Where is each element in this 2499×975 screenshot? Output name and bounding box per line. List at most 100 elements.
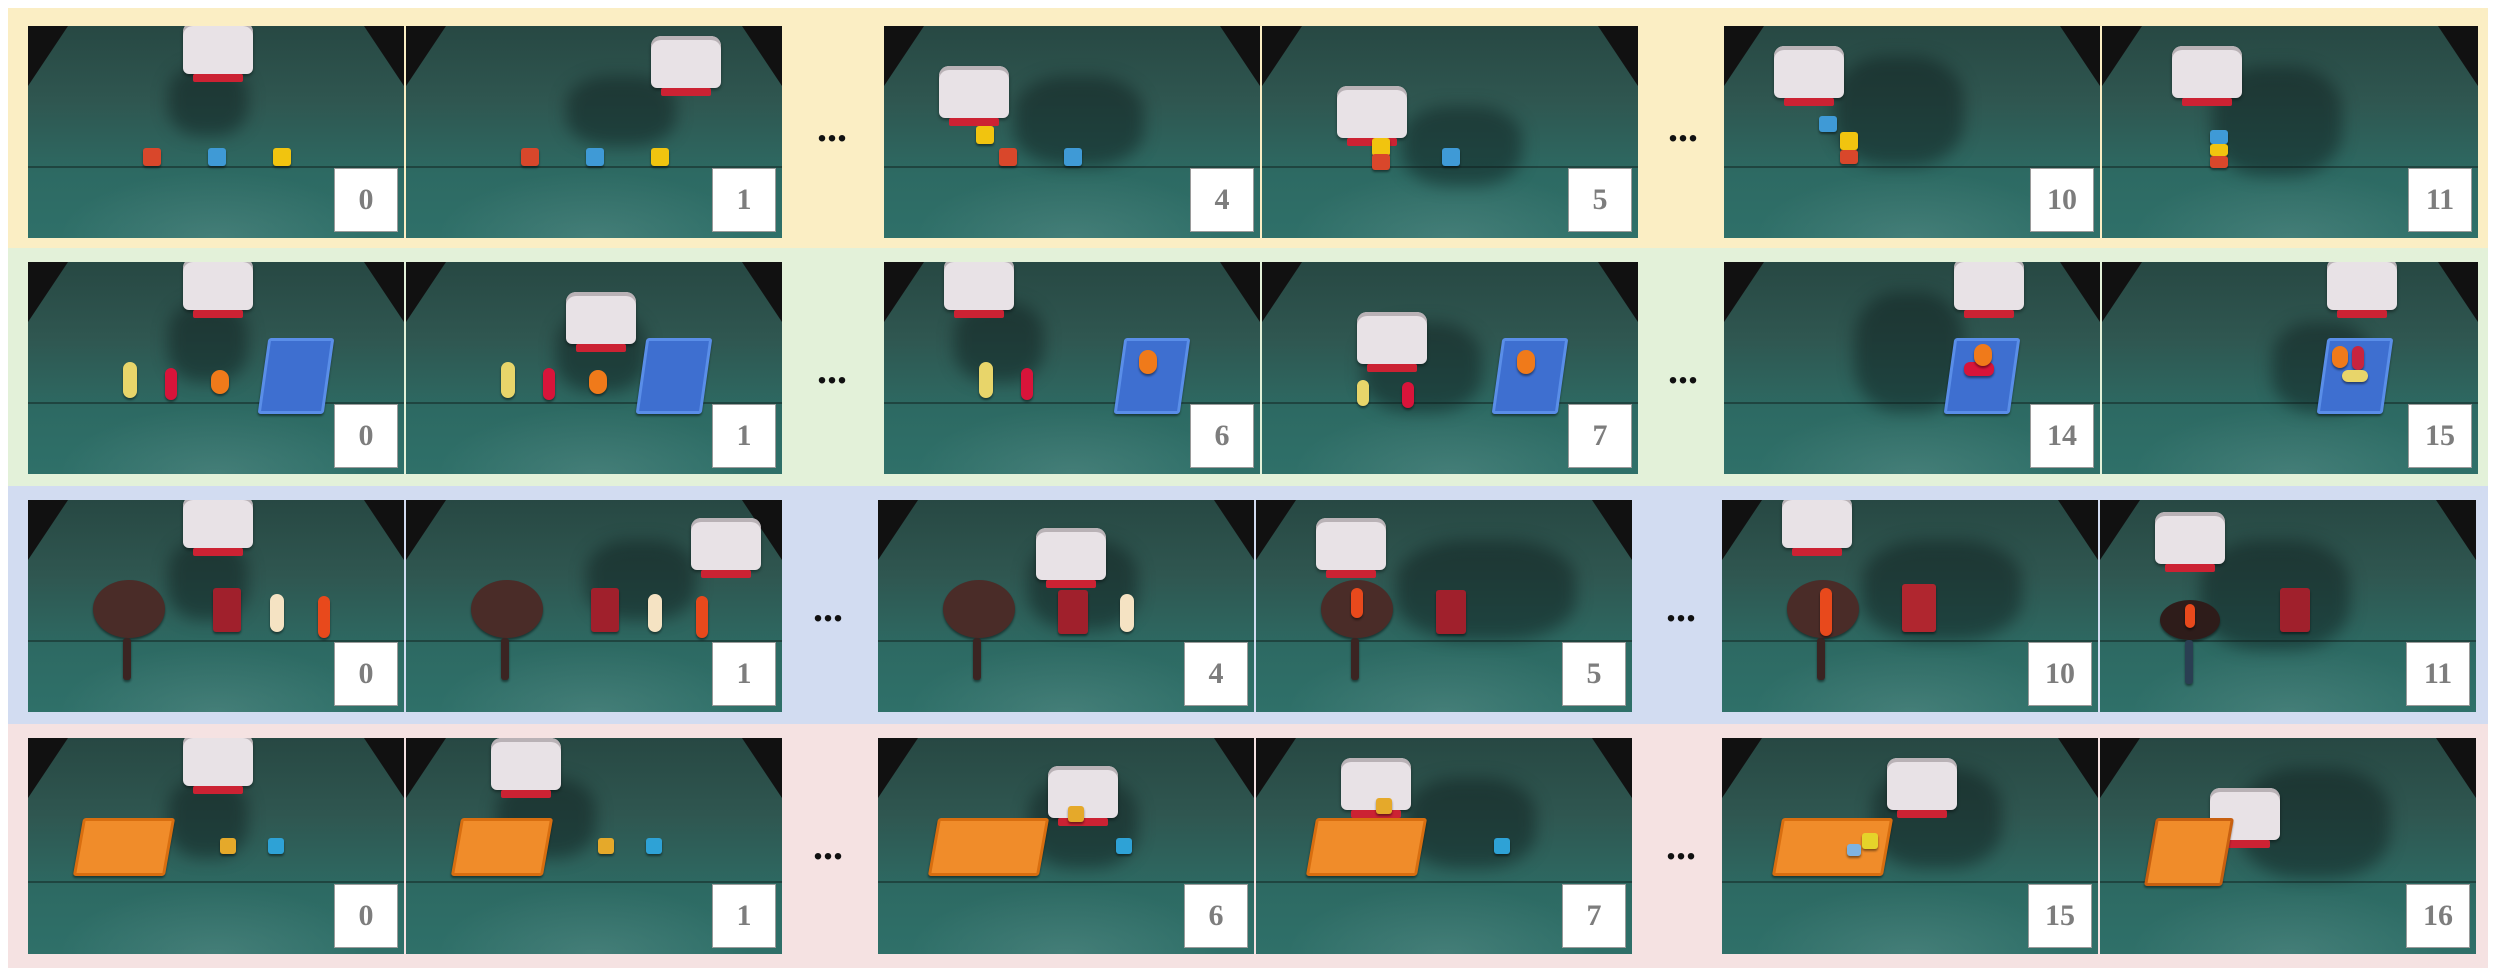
red-tray — [591, 588, 619, 632]
robot-arm-icon — [1048, 766, 1118, 826]
blue-basket — [1113, 338, 1191, 414]
orange-fruit — [1517, 350, 1535, 374]
robot-arm-icon — [2327, 262, 2397, 318]
yellow-cube — [651, 148, 669, 166]
row-1-frame-2: 4 — [884, 26, 1260, 238]
red-tray — [1436, 590, 1466, 634]
red-pepper — [1021, 368, 1033, 400]
pan-handle — [1351, 638, 1359, 680]
robot-arm-icon — [1357, 312, 1427, 372]
ellipsis: ... — [813, 823, 843, 868]
robot-arm-icon — [651, 36, 721, 96]
frame-index-label: 11 — [2406, 642, 2470, 706]
frying-pan — [943, 580, 1015, 638]
robot-arm-icon — [491, 738, 561, 798]
red-cube — [143, 148, 161, 166]
frame-index-label: 6 — [1184, 884, 1248, 948]
ellipsis: ... — [1666, 585, 1696, 630]
frame-index-label: 14 — [2030, 404, 2094, 468]
red-pepper — [165, 368, 177, 400]
blue-cube — [1819, 116, 1837, 132]
row-2-frame-0: 0 — [28, 262, 404, 474]
frame-index-label: 7 — [1568, 404, 1632, 468]
robot-arm-icon — [1887, 758, 1957, 818]
blue-basket — [635, 338, 713, 414]
row-3-frame-3: 5 — [1256, 500, 1632, 712]
yellow-cube — [1840, 132, 1858, 150]
row-4-frame-1: 1 — [406, 738, 782, 954]
red-pepper — [1964, 362, 1994, 376]
blue-cube — [208, 148, 226, 166]
red-cube — [999, 148, 1017, 166]
white-fruit — [1120, 594, 1134, 632]
orange-box — [450, 818, 554, 876]
blue-cube — [268, 838, 284, 854]
pan-handle — [501, 638, 509, 680]
row-3-frame-2: 4 — [878, 500, 1254, 712]
row-2-frame-4: 14 — [1724, 262, 2100, 474]
ellipsis: ... — [1668, 347, 1698, 392]
row-2-frame-1: 1 — [406, 262, 782, 474]
pan-handle — [123, 638, 131, 680]
yellow-cube — [1862, 833, 1878, 849]
row-2-band: 0 1 ... 6 7 ... 14 — [8, 248, 2488, 486]
blue-cube — [646, 838, 662, 854]
frame-index-label: 6 — [1190, 404, 1254, 468]
frame-index-label: 4 — [1190, 168, 1254, 232]
corn — [501, 362, 515, 398]
robot-arm-icon — [566, 292, 636, 352]
row-1-frame-4: 10 — [1724, 26, 2100, 238]
carrot — [1351, 588, 1363, 618]
orange-fruit — [1974, 344, 1992, 366]
frame-index-label: 15 — [2028, 884, 2092, 948]
robot-arm-icon — [183, 262, 253, 318]
orange-box — [927, 818, 1050, 876]
frame-index-label: 7 — [1562, 884, 1626, 948]
pan-handle — [973, 638, 981, 680]
frame-index-label: 11 — [2408, 168, 2472, 232]
row-4-frame-4: 15 — [1722, 738, 2098, 954]
robot-arm-icon — [944, 262, 1014, 318]
robot-arm-icon — [939, 66, 1009, 126]
blue-cube — [1064, 148, 1082, 166]
red-tray — [213, 588, 241, 632]
frame-index-label: 16 — [2406, 884, 2470, 948]
robot-arm-icon — [1316, 518, 1386, 578]
row-1-frame-3: 5 — [1262, 26, 1638, 238]
ellipsis: ... — [1668, 105, 1698, 150]
corn — [2342, 370, 2368, 382]
blue-cube — [1442, 148, 1460, 166]
red-tray — [2280, 588, 2310, 632]
ellipsis: ... — [817, 347, 847, 392]
row-1-frame-5: 11 — [2102, 26, 2478, 238]
yellow-cube — [1372, 138, 1390, 156]
row-3-frame-4: 10 — [1722, 500, 2098, 712]
row-1-frame-1: 1 — [406, 26, 782, 238]
frame-index-label: 1 — [712, 884, 776, 948]
white-fruit — [648, 594, 662, 632]
row-3-band: 0 1 ... 4 5 ... — [8, 486, 2488, 724]
red-cube — [2210, 156, 2228, 168]
ellipsis: ... — [1666, 823, 1696, 868]
frame-index-label: 10 — [2028, 642, 2092, 706]
red-cube — [521, 148, 539, 166]
frying-pan — [471, 580, 543, 638]
carrot — [1820, 588, 1832, 636]
blue-cube — [1494, 838, 1510, 854]
frame-index-label: 0 — [334, 884, 398, 948]
red-pepper — [1402, 382, 1414, 408]
red-cube — [1840, 150, 1858, 164]
robot-arm-icon — [2155, 512, 2225, 572]
frame-index-label: 0 — [334, 168, 398, 232]
row-1-band: 0 1 ... 4 5 ... 10 — [8, 8, 2488, 248]
row-4-band: 0 1 ... 6 7 ... 15 — [8, 724, 2488, 968]
blue-basket — [1491, 338, 1569, 414]
red-tray — [1058, 590, 1088, 634]
red-tray — [1902, 584, 1936, 632]
frying-pan — [93, 580, 165, 638]
blue-cube — [586, 148, 604, 166]
white-fruit — [270, 594, 284, 632]
robot-arm-icon — [183, 500, 253, 556]
row-3-frame-5: 11 — [2100, 500, 2476, 712]
row-1-frame-0: 0 — [28, 26, 404, 238]
